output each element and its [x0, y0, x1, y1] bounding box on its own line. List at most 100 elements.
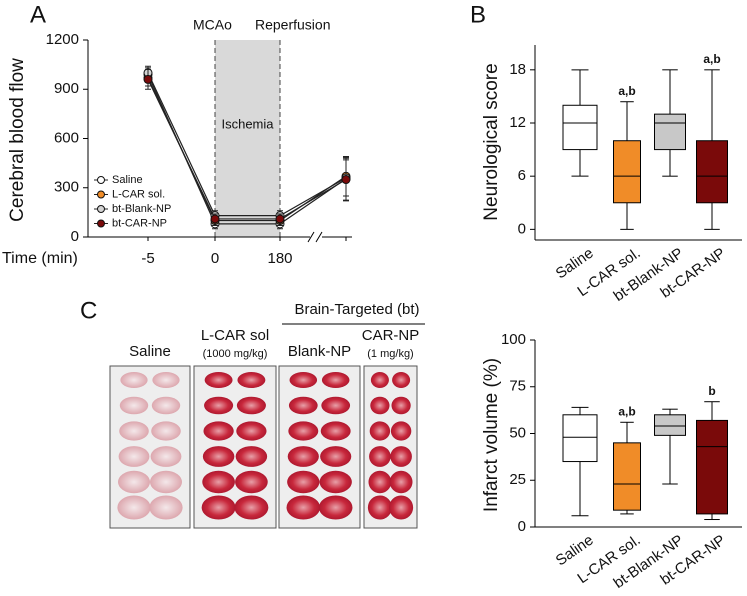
legend-label: bt-Blank-NP — [112, 203, 171, 215]
brain-slice — [151, 396, 181, 415]
brain-slice — [288, 421, 319, 441]
y-tick-label: 18 — [509, 61, 526, 78]
marker — [210, 214, 220, 224]
box-label: a,b — [618, 404, 635, 418]
brain-slice — [286, 495, 321, 520]
box — [613, 442, 641, 511]
y-axis-label: Neurological score — [481, 63, 502, 220]
column-label: Saline — [129, 343, 171, 360]
brain-slice — [367, 495, 392, 520]
brain-slice — [368, 470, 392, 494]
brain-slice — [390, 421, 412, 441]
y-tick-label: 300 — [54, 179, 79, 196]
group-label: Brain-Targeted (bt) — [294, 301, 419, 318]
y-axis-label: Cerebral blood flow — [7, 58, 28, 222]
legend-marker — [97, 205, 105, 213]
y-tick-label: 1200 — [46, 31, 79, 48]
brain-slice — [287, 470, 320, 494]
column-label: Blank-NP — [288, 343, 351, 360]
brain-slice — [318, 495, 353, 520]
series-line — [147, 72, 347, 217]
brain-slice — [392, 372, 411, 388]
brain-slice — [320, 446, 352, 467]
panel-letter: B — [470, 1, 486, 28]
brain-slice — [203, 421, 234, 441]
x-tick-label: -5 — [141, 250, 154, 267]
brain-slice — [287, 446, 319, 467]
brain-slice — [389, 495, 414, 520]
annotation: Reperfusion — [255, 17, 331, 33]
box — [696, 419, 728, 515]
y-tick-label: 0 — [518, 518, 526, 535]
brain-slice — [234, 495, 269, 520]
brain-slice — [118, 470, 150, 494]
brain-slice — [236, 396, 266, 415]
brain-slice — [120, 372, 148, 388]
brain-slice — [235, 470, 268, 494]
y-tick-label: 600 — [54, 129, 79, 146]
box-label: a,b — [618, 84, 635, 98]
brain-slice — [202, 446, 235, 467]
box — [654, 113, 686, 151]
panel-letter: A — [30, 1, 46, 28]
y-tick-label: 12 — [509, 114, 526, 131]
marker — [143, 74, 153, 84]
y-tick-label: 50 — [509, 424, 526, 441]
brain-slice — [149, 495, 183, 520]
box-label: a,b — [703, 52, 720, 66]
brain-slice — [370, 396, 390, 415]
brain-slice — [204, 372, 233, 388]
brain-slice — [150, 446, 182, 467]
brain-slice — [319, 470, 352, 494]
brain-slice — [391, 396, 411, 415]
brain-slice — [152, 372, 180, 388]
brain-slice — [118, 446, 150, 467]
series-line — [147, 79, 347, 220]
brain-slice — [369, 446, 391, 467]
column-dose: (1 mg/kg) — [367, 348, 413, 360]
column-label: L-CAR sol — [201, 327, 269, 344]
y-tick-label: 6 — [518, 167, 526, 184]
box — [613, 140, 641, 204]
legend-marker — [97, 219, 105, 228]
brain-slice — [119, 396, 149, 415]
brain-slice — [236, 421, 267, 441]
brain-slice — [370, 372, 389, 388]
column-label: CAR-NP — [362, 327, 420, 344]
panel-letter: C — [80, 297, 97, 324]
annotation: Ischemia — [221, 116, 274, 131]
brain-slice — [321, 372, 350, 388]
box — [562, 414, 598, 463]
brain-slice — [151, 421, 181, 441]
y-axis-label: Infarct volume (%) — [481, 358, 502, 512]
brain-slice — [237, 372, 266, 388]
brain-slice — [119, 421, 149, 441]
y-tick-label: 100 — [501, 331, 526, 348]
brain-slice — [150, 470, 182, 494]
brain-slice — [204, 396, 234, 415]
brain-slice — [117, 495, 151, 520]
brain-slice — [288, 396, 318, 415]
legend-label: Saline — [112, 174, 143, 186]
brain-slice — [235, 446, 268, 467]
legend-label: bt-CAR-NP — [112, 217, 167, 229]
legend-marker — [97, 190, 105, 199]
column-dose: (1000 mg/kg) — [203, 348, 268, 360]
brain-slice — [321, 396, 351, 415]
brain-slice — [389, 470, 413, 494]
marker — [275, 214, 285, 224]
x-axis-label: Time (min) — [2, 250, 78, 267]
x-tick-label: 0 — [211, 250, 219, 267]
ischemia-band — [215, 40, 280, 237]
x-tick-label: 180 — [267, 250, 292, 267]
box — [654, 414, 686, 436]
legend-label: L-CAR sol. — [112, 188, 165, 200]
y-tick-label: 0 — [518, 220, 526, 237]
y-tick-label: 75 — [509, 378, 526, 395]
axis-break — [307, 231, 323, 243]
brain-slice — [202, 470, 235, 494]
annotation: MCAo — [193, 17, 232, 33]
box — [696, 140, 728, 204]
